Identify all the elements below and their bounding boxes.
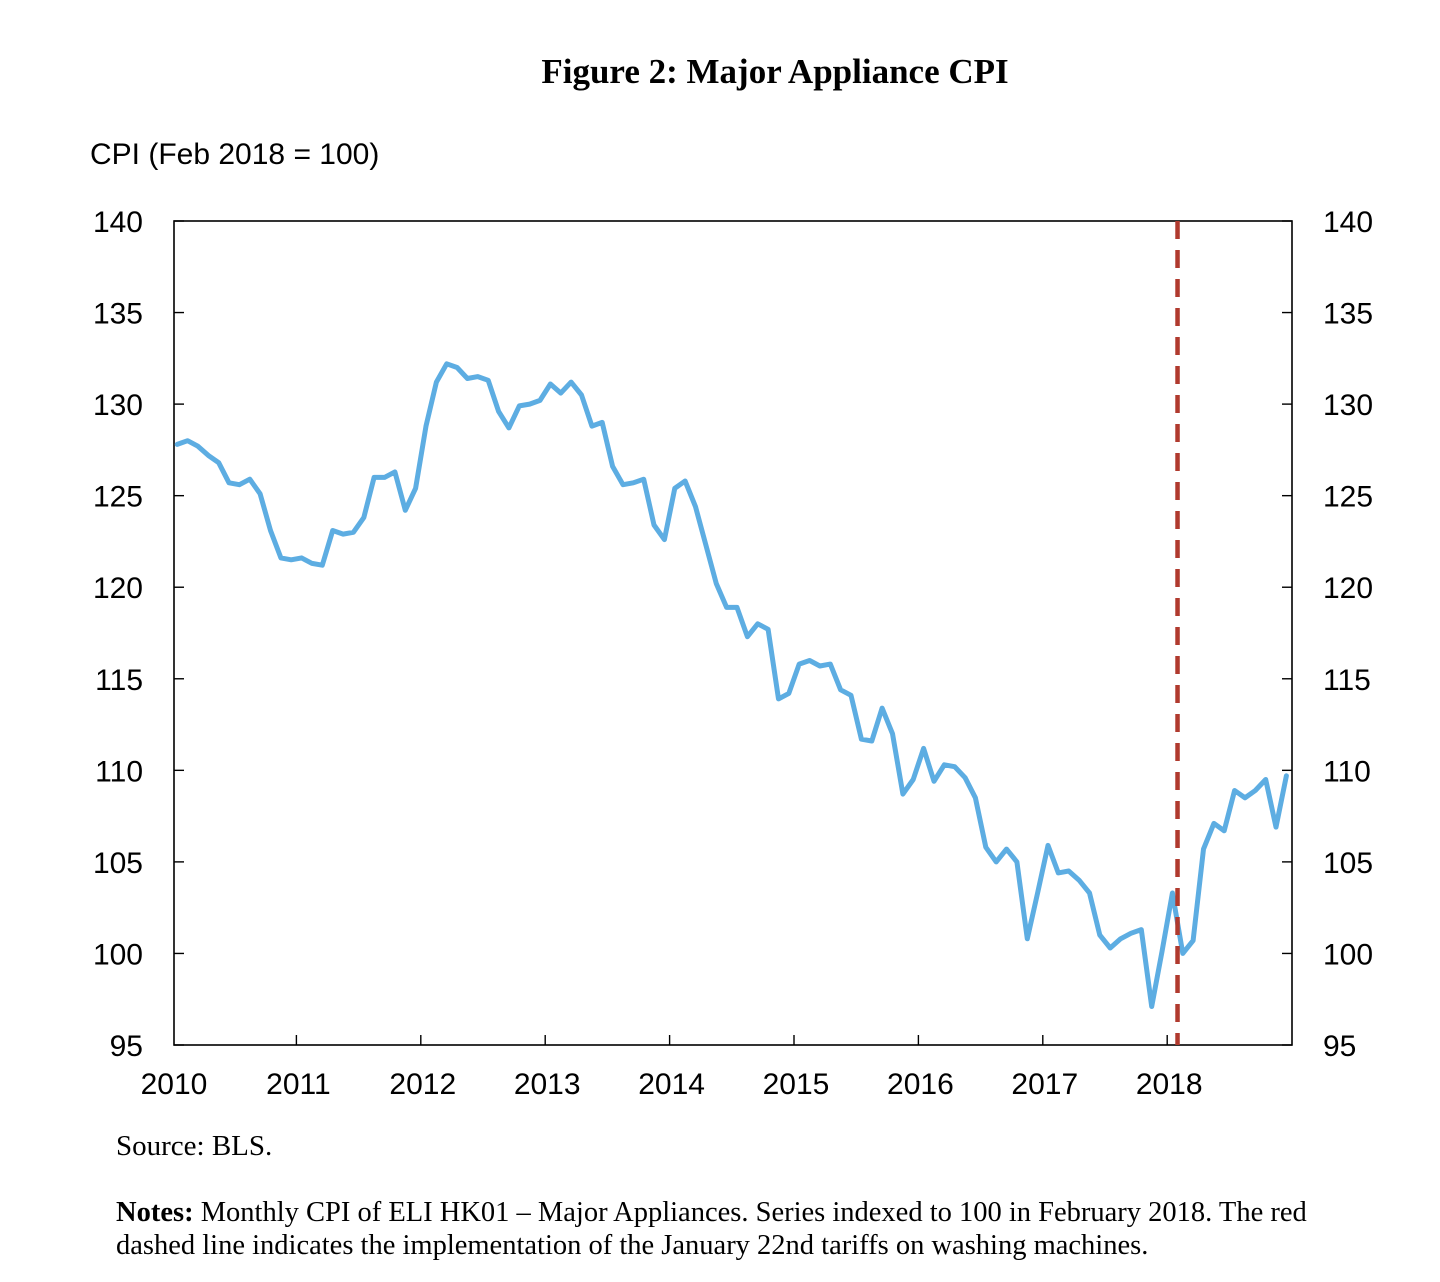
- x-axis: 2010 2011 2012 2013 2014 2015 2016 2017 2018: [141, 1035, 1203, 1101]
- y-tick-label-right: 130: [1323, 389, 1373, 422]
- series-layer: [174, 361, 1289, 1009]
- x-tick-label: 2013: [514, 1068, 581, 1101]
- y-tick-label-left: 140: [93, 206, 143, 239]
- x-tick-label: 2010: [141, 1068, 208, 1101]
- x-tick-label: 2015: [763, 1068, 830, 1101]
- x-tick-label: 2017: [1011, 1068, 1078, 1101]
- y-tick-label-right: 95: [1323, 1030, 1356, 1063]
- y-tick-label-right: 100: [1323, 938, 1373, 971]
- y-tick-label-left: 100: [93, 938, 143, 971]
- x-tick-label: 2016: [887, 1068, 954, 1101]
- figure-title: Figure 2: Major Appliance CPI: [541, 52, 1009, 91]
- x-tick-label: 2018: [1136, 1068, 1203, 1101]
- y-tick-label-right: 115: [1323, 664, 1371, 697]
- y-axis-label: CPI (Feb 2018 = 100): [90, 138, 380, 171]
- notes-label: Notes:: [116, 1197, 194, 1228]
- notes-paragraph: Notes: Monthly CPI of ELI HK01 – Major A…: [116, 1196, 1386, 1262]
- x-tick-label: 2012: [389, 1068, 456, 1101]
- y-tick-label-left: 110: [95, 755, 143, 788]
- y-tick-label-left: 95: [110, 1030, 143, 1063]
- cpi-series-line: [174, 361, 1289, 1009]
- notes-text: Monthly CPI of ELI HK01 – Major Applianc…: [116, 1197, 1307, 1261]
- y-tick-label-left: 105: [93, 847, 143, 880]
- y-tick-label-right: 110: [1323, 755, 1371, 788]
- x-tick-label: 2014: [638, 1068, 705, 1101]
- y-tick-label-left: 120: [93, 572, 143, 605]
- x-tick-label: 2011: [266, 1068, 331, 1101]
- y-tick-label-right: 140: [1323, 206, 1373, 239]
- source-note: Source: BLS.: [116, 1130, 273, 1162]
- y-axis-left: 95 100 105 110 115 120 125 130 135 140: [93, 206, 184, 1063]
- y-tick-label-left: 125: [93, 481, 143, 514]
- y-tick-label-right: 105: [1323, 847, 1373, 880]
- y-tick-label-right: 135: [1323, 298, 1373, 331]
- y-tick-label-left: 115: [95, 664, 143, 697]
- y-tick-label-right: 125: [1323, 481, 1373, 514]
- y-tick-label-left: 130: [93, 389, 143, 422]
- y-tick-label-left: 135: [93, 298, 143, 331]
- y-tick-label-right: 120: [1323, 572, 1373, 605]
- plot-area-frame: [173, 220, 1293, 1046]
- y-axis-right: 95 100 105 110 115 120 125 130 135 140: [1282, 206, 1373, 1063]
